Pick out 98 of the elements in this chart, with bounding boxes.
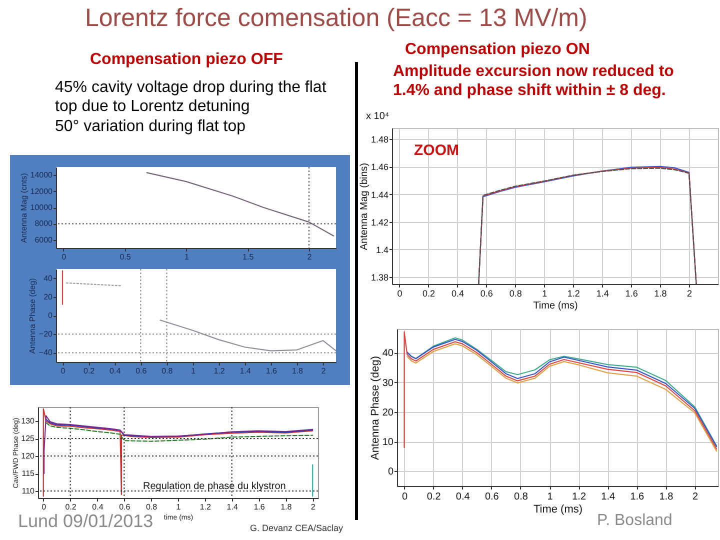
x-tick-label: 2: [687, 288, 692, 298]
annotation: Regulation de phase du klystron: [143, 481, 286, 492]
y-tick-label: 30: [382, 378, 394, 389]
y-tick-label: 115: [22, 469, 36, 478]
y-tick-label: 20: [382, 407, 394, 418]
y-tick-label: 1.48: [370, 134, 388, 145]
y-tick-label: 14000: [30, 170, 54, 180]
x-tick-label: 0.4: [92, 502, 104, 512]
x-tick-label: 1.6: [630, 492, 645, 502]
y-axis-title: Antenna Mag (bins): [358, 162, 370, 250]
y-tick-label: 12000: [30, 186, 54, 196]
x-tick-label: 2: [321, 366, 326, 376]
x-tick-label: 0.6: [480, 288, 493, 298]
x-tick-label: 0.8: [509, 288, 522, 298]
y-tick-label: 10000: [30, 203, 54, 212]
y-tick-label: 6000: [34, 235, 54, 244]
x-tick-label: 1.4: [601, 492, 616, 502]
x-axis-title: Time (ms): [533, 300, 578, 312]
x-tick-label: 1.2: [572, 492, 586, 502]
line-series: [44, 415, 314, 474]
x-tick-label: 0.8: [146, 502, 158, 512]
text: Compensation piezo OFF: [90, 50, 283, 70]
x-tick-label: 1.6: [625, 288, 638, 298]
y-tick-label: 1.4: [376, 244, 388, 255]
annotation: ZOOM: [414, 142, 459, 159]
y-axis-title: Antenna Phase (deg): [28, 278, 37, 354]
text: Amplitude excursion now reduced to 1.4% and phase shift within ± 8 deg.: [393, 62, 675, 100]
x-tick-label: 0.4: [456, 492, 470, 502]
x-tick-label: 1: [184, 252, 190, 262]
x-tick-label: 1.2: [214, 366, 226, 376]
x-tick-label: 1.8: [659, 492, 674, 502]
x-tick-label: 1.6: [254, 502, 266, 512]
line-series: [160, 320, 336, 352]
x-tick-label: 1.5: [242, 252, 254, 262]
text: Lund 09/01/2013: [18, 511, 154, 533]
line-series: [46, 422, 314, 442]
x-tick-label: 0.6: [136, 366, 148, 376]
x-tick-label: 1: [542, 288, 548, 298]
y-tick-label: 40: [44, 274, 54, 283]
text: 50° variation during flat top: [55, 117, 246, 136]
x-tick-label: 2: [310, 502, 316, 512]
text: x 10⁴: [366, 111, 390, 122]
y-tick-label: 110: [22, 486, 36, 496]
x-tick-label: 1.2: [567, 288, 580, 298]
y-axis-title: Antenna Mag (cnts): [19, 172, 28, 243]
x-tick-label: 0.8: [514, 492, 528, 502]
x-tick-label: 0.6: [119, 502, 131, 512]
x-tick-label: 1.8: [654, 288, 667, 298]
line-series: [146, 172, 334, 236]
x-tick-label: 0.2: [422, 288, 435, 298]
y-tick-label: 1.44: [370, 190, 388, 200]
x-tick-label: 0: [402, 492, 408, 502]
text: G. Devanz CEA/Saclay: [250, 523, 344, 534]
y-tick-label: 0: [48, 311, 54, 320]
y-tick-label: 125: [21, 434, 36, 443]
x-tick-label: 1.8: [280, 502, 292, 512]
y-tick-label: −20: [38, 330, 54, 339]
y-tick-label: 40: [382, 348, 394, 360]
x-tick-label: 0.4: [110, 366, 122, 376]
y-tick-label: 0: [388, 466, 394, 478]
x-tick-label: 2: [692, 492, 698, 502]
x-tick-label: 1.4: [240, 366, 252, 376]
x-tick-label: 1.4: [596, 288, 609, 298]
x-tick-label: 0: [62, 252, 67, 262]
x-tick-label: 2: [307, 252, 312, 262]
x-axis-title: Time (ms): [533, 504, 583, 516]
text: 45% cavity voltage drop during the flat top due to Lorentz detuning: [55, 78, 328, 116]
y-tick-label: 8000: [34, 219, 54, 228]
x-tick-label: 1: [191, 366, 196, 376]
y-tick-label: 1.42: [370, 217, 388, 228]
x-tick-label: 0.2: [426, 492, 442, 502]
text: Lorentz force comensation (Eacc = 13 MV/m): [85, 4, 588, 33]
x-tick-label: 0.2: [83, 366, 96, 376]
x-tick-label: 1.4: [226, 502, 238, 512]
x-tick-label: 0.8: [162, 366, 174, 376]
x-tick-label: 0.5: [120, 252, 132, 262]
text: P. Bosland: [597, 511, 672, 530]
y-tick-label: 130: [21, 416, 36, 426]
x-tick-label: 1.8: [292, 366, 304, 376]
y-tick-label: 20: [44, 292, 54, 302]
y-axis-title: Antenna Phase (deg): [369, 356, 382, 460]
x-tick-label: 0.2: [65, 502, 77, 512]
y-tick-label: 1.38: [370, 272, 388, 283]
y-tick-label: 1.46: [370, 162, 388, 172]
y-tick-label: 120: [21, 452, 36, 460]
x-tick-label: 0.4: [451, 288, 464, 298]
x-tick-label: 0: [60, 366, 66, 376]
x-tick-label: 0.6: [484, 492, 500, 502]
x-tick-label: 1.6: [266, 366, 278, 376]
line-series: [46, 418, 314, 438]
text: Compensation piezo ON: [405, 40, 590, 60]
x-tick-label: 1.2: [200, 502, 212, 512]
y-tick-label: 10: [382, 437, 394, 448]
x-tick-label: 1: [176, 502, 182, 512]
y-tick-label: −40: [38, 348, 54, 358]
x-tick-label: 1: [547, 492, 554, 502]
x-tick-label: 0: [397, 288, 402, 298]
line-series: [42, 408, 314, 497]
